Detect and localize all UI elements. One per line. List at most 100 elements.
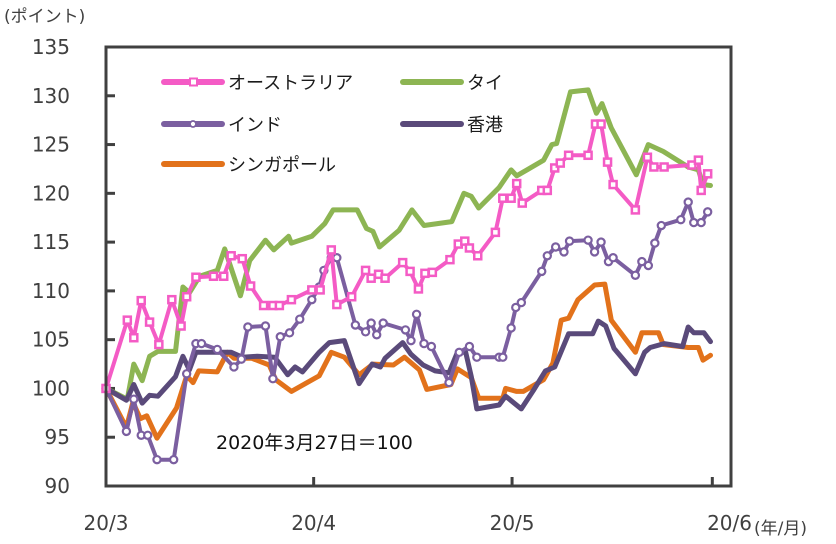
data-point (602, 157, 613, 167)
data-point (596, 237, 606, 247)
data-point (683, 197, 693, 207)
data-point (608, 179, 618, 190)
data-point (702, 207, 713, 217)
data-point (511, 302, 521, 313)
data-point (498, 193, 508, 203)
data-point (464, 341, 475, 352)
data-point (693, 155, 704, 165)
data-point (258, 300, 269, 311)
data-point (366, 273, 376, 283)
data-point (643, 260, 654, 271)
y-tick-label: 100 (32, 376, 70, 400)
data-point (427, 267, 438, 278)
legend-label: インド (228, 115, 282, 136)
data-point (608, 253, 618, 263)
legend-marker (189, 77, 198, 87)
data-point (268, 373, 278, 384)
data-point (549, 163, 560, 173)
data-point (498, 352, 508, 362)
series-layer (101, 87, 713, 465)
data-point (191, 272, 201, 282)
x-tick-label: 20/5 (490, 511, 535, 535)
data-point (642, 152, 653, 162)
data-point (366, 318, 376, 328)
series-2 (101, 197, 713, 465)
data-point (260, 321, 271, 331)
data-point (176, 321, 186, 331)
legend-label: オーストラリア (228, 73, 353, 94)
data-point (196, 338, 207, 349)
y-tick-label: 120 (32, 181, 70, 205)
data-point (511, 178, 522, 189)
data-point (542, 185, 553, 196)
data-point (275, 332, 285, 342)
data-point (121, 426, 132, 437)
data-point (563, 150, 574, 161)
data-point (702, 169, 713, 179)
data-point (154, 339, 164, 350)
data-point (687, 160, 697, 170)
data-point (472, 352, 482, 362)
data-point (589, 247, 600, 257)
x-axis: 20/3 20/4 20/5 20/6 (84, 477, 752, 535)
series-0 (101, 119, 713, 394)
data-point (226, 251, 236, 261)
data-point (181, 291, 192, 302)
data-point (332, 299, 342, 310)
series-line (103, 281, 713, 441)
base-date-annotation: 2020年3月27日＝100 (216, 432, 413, 454)
data-point (506, 323, 516, 333)
series-line (103, 318, 713, 412)
data-point (583, 150, 593, 161)
data-point (144, 317, 155, 327)
data-point (506, 193, 516, 203)
data-point (295, 314, 305, 324)
data-point (229, 362, 239, 372)
data-point (444, 377, 454, 388)
data-point (516, 297, 527, 308)
data-point (380, 273, 390, 283)
series-4 (103, 281, 713, 441)
data-point (284, 328, 295, 338)
data-point (659, 162, 669, 172)
y-tick-label: 95 (45, 425, 70, 449)
data-point (445, 254, 455, 265)
legend-item: タイ (400, 73, 503, 94)
data-point (181, 369, 192, 379)
data-point (464, 243, 475, 253)
data-point (696, 217, 706, 228)
data-point (372, 330, 382, 340)
y-tick-label: 125 (32, 133, 70, 157)
data-point (218, 271, 229, 282)
data-point (236, 354, 247, 364)
data-point (237, 253, 248, 264)
data-point (167, 294, 177, 305)
legend-item: シンガポール (161, 155, 336, 176)
y-tick-label: 105 (32, 328, 70, 352)
data-point (650, 238, 660, 248)
data-point (550, 242, 561, 252)
legend-item: インド (161, 115, 282, 136)
data-point (596, 119, 606, 129)
data-point (555, 158, 566, 168)
data-point (168, 454, 179, 465)
data-point (517, 198, 528, 208)
data-point (630, 205, 641, 215)
x-tick-label: 20/4 (291, 511, 336, 535)
data-point (378, 318, 388, 328)
data-point (419, 338, 429, 349)
data-point (696, 185, 706, 196)
data-point (129, 332, 139, 343)
data-point (559, 247, 569, 257)
data-point (122, 315, 133, 325)
data-point (208, 271, 219, 282)
data-point (350, 320, 361, 330)
y-tick-label: 90 (45, 474, 70, 498)
x-axis-unit-label: (年/月) (754, 519, 807, 539)
data-point (243, 322, 253, 332)
data-point (689, 217, 699, 228)
legend-label: シンガポール (228, 155, 336, 176)
data-point (649, 162, 659, 172)
